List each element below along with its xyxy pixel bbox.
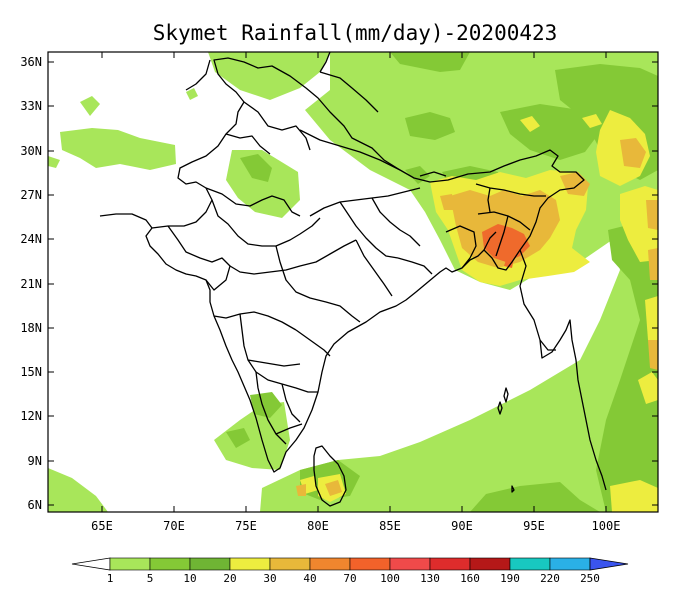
legend-swatch xyxy=(469,557,511,571)
boundary-lines xyxy=(99,52,607,507)
lon-tick-label: 90E xyxy=(451,519,473,533)
lat-tick-label: 9N xyxy=(28,454,42,468)
lon-tick-label: 65E xyxy=(91,519,113,533)
tick-marks xyxy=(48,52,658,512)
lat-tick-label: 36N xyxy=(20,55,42,69)
rainfall-shading xyxy=(48,52,658,512)
legend-label: 30 xyxy=(263,572,276,585)
legend-label: 5 xyxy=(147,572,154,585)
legend-swatch xyxy=(229,557,271,571)
legend-arrow-high xyxy=(589,557,629,571)
sri-lanka-outline xyxy=(313,445,347,507)
legend-swatch xyxy=(549,557,591,571)
legend-swatch xyxy=(269,557,311,571)
lat-tick-label: 18N xyxy=(20,321,42,335)
lat-tick-label: 24N xyxy=(20,232,42,246)
lat-tick-label: 21N xyxy=(20,277,42,291)
lon-tick-label: 95E xyxy=(523,519,545,533)
lon-tick-label: 80E xyxy=(307,519,329,533)
legend-label: 70 xyxy=(343,572,356,585)
legend-label: 190 xyxy=(500,572,520,585)
legend-swatch xyxy=(389,557,431,571)
india-outline xyxy=(145,57,585,473)
longitude-labels: 65E 70E 75E 80E 85E 90E 95E 100E xyxy=(91,519,620,533)
lat-tick-label: 30N xyxy=(20,144,42,158)
legend-labels: 1 5 10 20 30 40 70 100 130 160 190 220 250 xyxy=(107,572,600,585)
legend-swatch xyxy=(349,557,391,571)
legend-colorbar xyxy=(71,557,629,571)
lon-tick-label: 70E xyxy=(163,519,185,533)
lon-tick-label: 85E xyxy=(379,519,401,533)
legend-swatch xyxy=(109,557,151,571)
lon-tick-label: 75E xyxy=(235,519,257,533)
map-frame xyxy=(47,51,659,513)
lat-tick-label: 12N xyxy=(20,409,42,423)
legend-label: 220 xyxy=(540,572,560,585)
legend-label: 1 xyxy=(107,572,114,585)
legend-label: 10 xyxy=(183,572,196,585)
legend-swatch xyxy=(189,557,231,571)
legend-arrow-low xyxy=(71,557,111,571)
legend-label: 40 xyxy=(303,572,316,585)
latitude-labels: 36N 33N 30N 27N 24N 21N 18N 15N 12N 9N 6… xyxy=(20,55,42,512)
legend-label: 160 xyxy=(460,572,480,585)
rain-1-5mm-areas xyxy=(48,52,658,512)
legend-swatch xyxy=(509,557,551,571)
legend-swatch xyxy=(429,557,471,571)
legend-label: 250 xyxy=(580,572,600,585)
lat-tick-label: 6N xyxy=(28,498,42,512)
lat-tick-label: 27N xyxy=(20,188,42,202)
map-title: Skymet Rainfall(mm/day)-20200423 xyxy=(153,21,558,45)
legend-label: 20 xyxy=(223,572,236,585)
lon-tick-label: 100E xyxy=(592,519,621,533)
lat-tick-label: 33N xyxy=(20,99,42,113)
lat-tick-label: 15N xyxy=(20,365,42,379)
legend-swatch xyxy=(149,557,191,571)
legend-label: 130 xyxy=(420,572,440,585)
legend-label: 100 xyxy=(380,572,400,585)
legend-swatch xyxy=(309,557,351,571)
